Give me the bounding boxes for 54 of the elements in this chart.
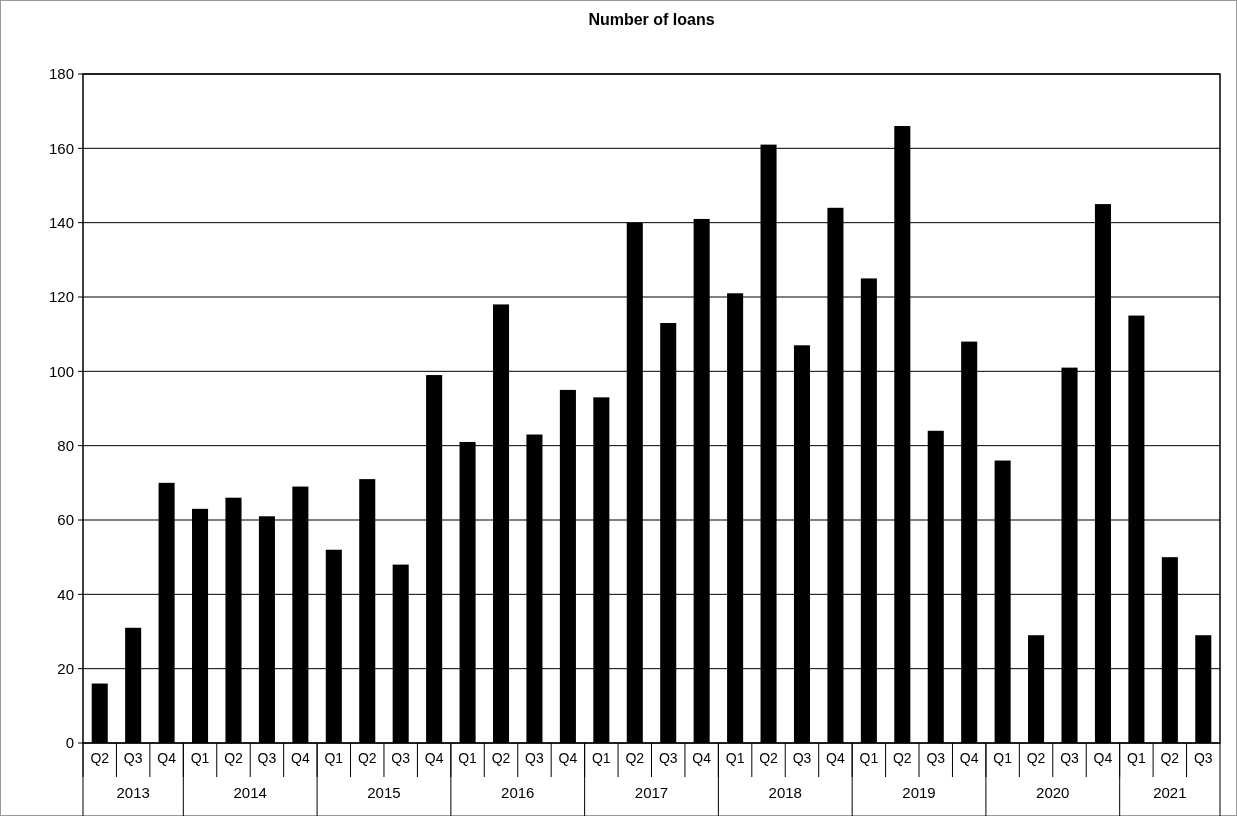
x-tick-label: Q4 bbox=[959, 750, 979, 766]
x-tick-label: Q3 bbox=[123, 750, 143, 766]
x-tick-label: Q2 bbox=[625, 750, 645, 766]
x-tick-label: Q4 bbox=[692, 750, 712, 766]
y-tick-label: 160 bbox=[48, 139, 74, 157]
x-tick-label: Q3 bbox=[1193, 750, 1213, 766]
text: 2016 bbox=[501, 784, 535, 801]
y-tick-label: 40 bbox=[57, 585, 74, 603]
y-tick-label: 100 bbox=[48, 362, 74, 380]
x-tick-label: Q1 bbox=[190, 750, 210, 766]
x-tick-label: Q4 bbox=[1093, 750, 1113, 766]
x-tick-label: Q1 bbox=[859, 750, 879, 766]
x-tick-label: Q2 bbox=[491, 750, 511, 766]
x-tick-label: Q2 bbox=[1160, 750, 1180, 766]
x-tick-label: Q4 bbox=[558, 750, 578, 766]
y-tick-label: 120 bbox=[48, 288, 74, 306]
text: 2019 bbox=[902, 784, 936, 801]
x-tick-label: Q3 bbox=[525, 750, 544, 766]
x-tick-label: Q3 bbox=[926, 750, 946, 766]
y-tick-label: 80 bbox=[57, 436, 74, 454]
x-tick-label: Q4 bbox=[157, 750, 177, 766]
x-tick-label: Q4 bbox=[291, 750, 310, 766]
x-tick-label: Q3 bbox=[792, 750, 812, 766]
x-tick-label: Q2 bbox=[90, 750, 110, 766]
x-tick-label: Q2 bbox=[892, 750, 912, 766]
y-tick-label: 20 bbox=[57, 659, 74, 677]
x-tick-label: Q3 bbox=[257, 750, 277, 766]
text: 2015 bbox=[367, 784, 401, 801]
x-tick-label: Q4 bbox=[826, 750, 845, 766]
text: 2021 bbox=[1153, 784, 1187, 801]
y-tick-label: 60 bbox=[57, 511, 74, 529]
x-tick-label: Q1 bbox=[725, 750, 745, 766]
y-tick-label: 140 bbox=[48, 213, 74, 231]
chart-title: Number of loans bbox=[588, 11, 715, 28]
x-tick-label: Q4 bbox=[424, 750, 444, 766]
text: 2018 bbox=[768, 784, 802, 801]
x-tick-label: Q3 bbox=[391, 750, 411, 766]
x-tick-label: Q1 bbox=[458, 750, 478, 766]
x-tick-label: Q2 bbox=[224, 750, 244, 766]
y-tick-label: 0 bbox=[65, 734, 74, 752]
x-tick-label: Q1 bbox=[1127, 750, 1146, 766]
text: 2013 bbox=[116, 784, 150, 801]
x-tick-label: Q3 bbox=[658, 750, 678, 766]
x-tick-label: Q1 bbox=[993, 750, 1013, 766]
x-tick-label: Q2 bbox=[357, 750, 377, 766]
x-tick-label: Q2 bbox=[1026, 750, 1046, 766]
x-tick-label: Q3 bbox=[1060, 750, 1080, 766]
x-tick-label: Q2 bbox=[759, 750, 779, 766]
x-tick-label: Q1 bbox=[324, 750, 344, 766]
text: 2020 bbox=[1036, 784, 1070, 801]
y-tick-label: 180 bbox=[48, 65, 74, 83]
x-tick-label: Q1 bbox=[591, 750, 611, 766]
text: 2014 bbox=[233, 784, 267, 801]
text: 2017 bbox=[634, 784, 669, 801]
